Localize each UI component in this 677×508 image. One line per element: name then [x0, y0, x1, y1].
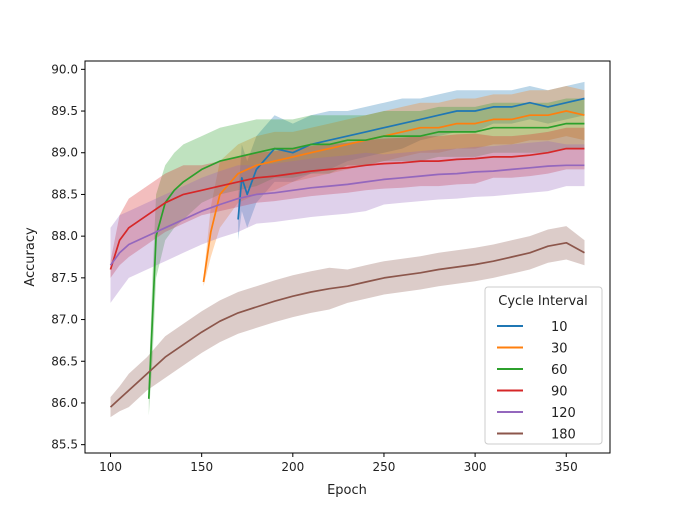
legend-label-90: 90 [551, 385, 568, 400]
legend-box [484, 286, 603, 445]
series-60-line [147, 122, 585, 399]
legend-label-30: 30 [551, 342, 568, 357]
y-tick-label: 86.0 [51, 396, 78, 410]
legend-items: 10 30 60 90 120 180 [497, 320, 576, 443]
y-axis-ticks: 85.5 86.0 86.5 87.0 87.5 88.0 88.5 89.0 89.5 90.0 [51, 62, 85, 452]
y-tick-label: 86.5 [51, 354, 78, 368]
series-120-band [110, 141, 585, 303]
legend-label-180: 180 [551, 428, 576, 443]
y-tick-label: 88.5 [51, 187, 78, 201]
y-tick-label: 88.0 [51, 229, 78, 243]
series-90-band [110, 127, 585, 278]
plot-frame [84, 60, 611, 454]
x-axis-ticks: 100 150 200 250 300 350 [99, 453, 578, 474]
y-tick-label: 90.0 [51, 62, 78, 76]
legend-title: Cycle Interval [498, 294, 587, 309]
series-10-band [238, 81, 585, 241]
x-axis-label: Epoch [327, 483, 367, 498]
y-axis-label: Accuracy [23, 227, 38, 287]
x-tick-label: 300 [464, 460, 487, 474]
x-tick-label: 350 [555, 460, 578, 474]
y-tick-label: 89.5 [51, 104, 78, 118]
legend: Cycle Interval 10 30 60 90 120 180 [484, 286, 603, 445]
x-tick-label: 100 [99, 460, 122, 474]
series-90-line [109, 147, 585, 270]
legend-label-60: 60 [551, 363, 568, 378]
legend-label-120: 120 [551, 406, 576, 421]
series-120-line [109, 164, 585, 266]
series-180-line [109, 241, 585, 408]
y-tick-label: 85.5 [51, 438, 78, 452]
y-tick-label: 89.0 [51, 146, 78, 160]
series-180-band [110, 226, 585, 418]
series-lines [109, 97, 585, 408]
y-tick-label: 87.5 [51, 271, 78, 285]
x-tick-label: 200 [281, 460, 304, 474]
series-10-line [237, 97, 585, 220]
legend-label-10: 10 [551, 320, 568, 335]
x-tick-label: 150 [190, 460, 213, 474]
series-30-band [203, 86, 585, 287]
x-tick-label: 250 [373, 460, 396, 474]
y-tick-label: 87.0 [51, 313, 78, 327]
